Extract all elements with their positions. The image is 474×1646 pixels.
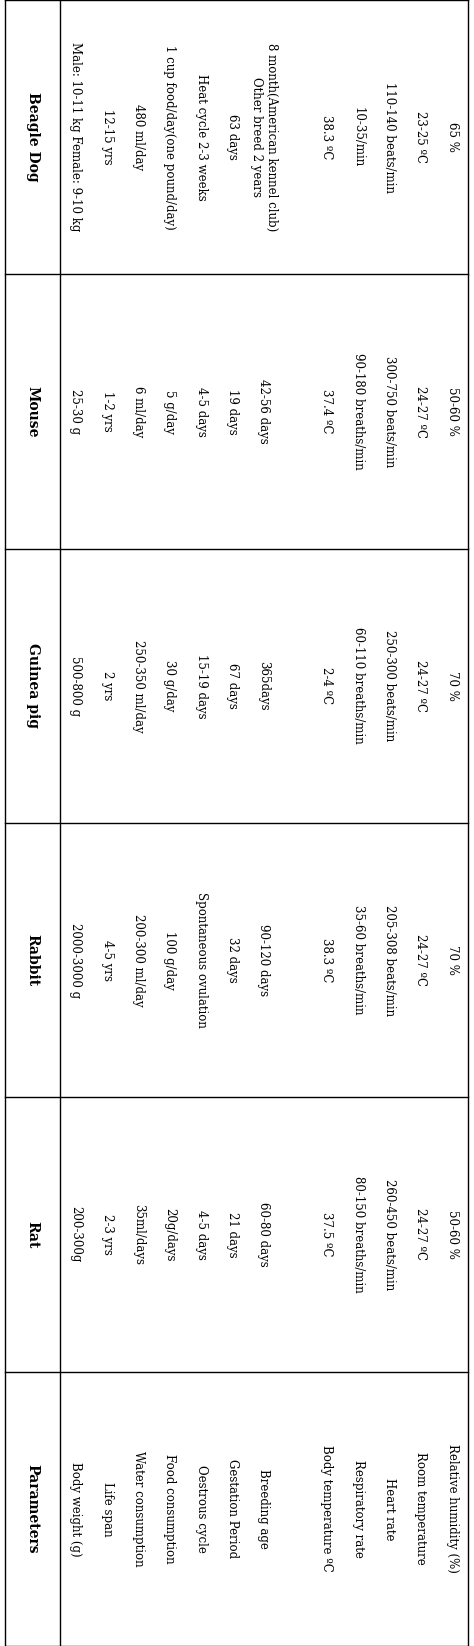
Text: 200-300g: 200-300g: [69, 1207, 82, 1262]
Text: 38.3 ºC: 38.3 ºC: [320, 115, 333, 160]
Text: 67 days: 67 days: [226, 663, 239, 709]
Text: Male: 10-11 kg Female: 9-10 kg: Male: 10-11 kg Female: 9-10 kg: [69, 43, 82, 232]
Text: 50-60 %: 50-60 %: [446, 1210, 459, 1259]
Text: 23-25 ºC: 23-25 ºC: [414, 112, 428, 163]
Text: 8 month(American kennel club)
Other breed 2 years: 8 month(American kennel club) Other bree…: [250, 43, 278, 232]
Text: Guinea pig: Guinea pig: [26, 644, 39, 728]
Text: 24-27 ºC: 24-27 ºC: [414, 1208, 428, 1261]
Text: 24-27 ºC: 24-27 ºC: [414, 385, 428, 438]
Text: 1-2 yrs: 1-2 yrs: [100, 392, 114, 431]
Text: Respiratory rate: Respiratory rate: [352, 1460, 365, 1557]
Text: 19 days: 19 days: [226, 388, 239, 435]
Text: 2-3 yrs: 2-3 yrs: [100, 1215, 114, 1254]
Text: Mouse: Mouse: [26, 385, 39, 438]
Text: 4-5 days: 4-5 days: [195, 1210, 208, 1259]
Text: Body temperature ºC: Body temperature ºC: [320, 1445, 333, 1572]
Text: 6 ml/day: 6 ml/day: [132, 385, 145, 438]
Text: Rat: Rat: [26, 1221, 39, 1248]
Text: 70 %: 70 %: [446, 672, 459, 701]
Text: 30 g/day: 30 g/day: [164, 660, 176, 711]
Text: 250-300 beats/min: 250-300 beats/min: [383, 630, 396, 741]
Text: 24-27 ºC: 24-27 ºC: [414, 935, 428, 986]
Text: Water consumption: Water consumption: [132, 1452, 145, 1567]
Text: 20g/days: 20g/days: [164, 1208, 176, 1261]
Text: Food consumption: Food consumption: [164, 1453, 176, 1564]
Text: Heat cycle 2-3 weeks: Heat cycle 2-3 weeks: [195, 74, 208, 201]
Text: 260-450 beats/min: 260-450 beats/min: [383, 1179, 396, 1290]
Text: 100 g/day: 100 g/day: [164, 930, 176, 989]
Text: 35ml/days: 35ml/days: [132, 1203, 145, 1266]
Text: 2 yrs: 2 yrs: [100, 672, 114, 701]
Text: 110-140 beats/min: 110-140 beats/min: [383, 82, 396, 193]
Text: 60-110 breaths/min: 60-110 breaths/min: [352, 627, 365, 744]
Text: 35-60 breaths/min: 35-60 breaths/min: [352, 905, 365, 1016]
Text: 500-800 g: 500-800 g: [69, 655, 82, 716]
Text: 4-5 days: 4-5 days: [195, 387, 208, 436]
Text: Heart rate: Heart rate: [383, 1478, 396, 1541]
Text: 42-56 days: 42-56 days: [257, 379, 271, 444]
Text: 37.4 ºC: 37.4 ºC: [320, 388, 333, 435]
Text: 63 days: 63 days: [226, 114, 239, 160]
Text: 60-80 days: 60-80 days: [257, 1202, 271, 1267]
Text: Parameters: Parameters: [26, 1463, 39, 1554]
Text: Oestrous cycle: Oestrous cycle: [195, 1465, 208, 1552]
Text: 90-180 breaths/min: 90-180 breaths/min: [352, 354, 365, 469]
Text: 24-27 ºC: 24-27 ºC: [414, 660, 428, 711]
Text: Gestation Period: Gestation Period: [226, 1460, 239, 1559]
Text: 10-35/min: 10-35/min: [352, 107, 365, 168]
Text: Relative humidity (%): Relative humidity (%): [446, 1445, 459, 1574]
Text: 12-15 yrs: 12-15 yrs: [100, 109, 114, 165]
Text: 300-750 beats/min: 300-750 beats/min: [383, 356, 396, 467]
Text: 200-300 ml/day: 200-300 ml/day: [132, 914, 145, 1006]
Text: 250-350 ml/day: 250-350 ml/day: [132, 640, 145, 732]
Text: Breeding age: Breeding age: [257, 1468, 271, 1549]
Text: Body weight (g): Body weight (g): [69, 1462, 82, 1555]
Text: 4-5 yrs: 4-5 yrs: [100, 940, 114, 981]
Text: 365days: 365days: [257, 662, 271, 711]
Text: 65 %: 65 %: [446, 122, 459, 151]
Text: 38.3 ºC: 38.3 ºC: [320, 938, 333, 983]
Text: 2000-3000 g: 2000-3000 g: [69, 923, 82, 997]
Text: Rabbit: Rabbit: [26, 933, 39, 986]
Text: 15-19 days: 15-19 days: [195, 653, 208, 718]
Text: 5 g/day: 5 g/day: [164, 390, 176, 433]
Text: 70 %: 70 %: [446, 945, 459, 974]
Text: 90-120 days: 90-120 days: [257, 923, 271, 996]
Text: 21 days: 21 days: [226, 1211, 239, 1258]
Text: 32 days: 32 days: [226, 937, 239, 983]
Text: 480 ml/day: 480 ml/day: [132, 104, 145, 170]
Text: Room temperature: Room temperature: [414, 1452, 428, 1565]
Text: Beagle Dog: Beagle Dog: [26, 92, 39, 183]
Text: 205-308 beats/min: 205-308 beats/min: [383, 905, 396, 1016]
Text: 2-4 ºC: 2-4 ºC: [320, 667, 333, 704]
Text: Life span: Life span: [100, 1481, 114, 1536]
Text: 37.5 ºC: 37.5 ºC: [320, 1211, 333, 1258]
Text: 80-150 breaths/min: 80-150 breaths/min: [352, 1177, 365, 1292]
Text: 25-30 g: 25-30 g: [69, 388, 82, 435]
Text: 50-60 %: 50-60 %: [446, 387, 459, 436]
Text: 1 cup food/day(one pound/day): 1 cup food/day(one pound/day): [164, 44, 176, 229]
Text: Spontaneous ovulation: Spontaneous ovulation: [195, 892, 208, 1029]
